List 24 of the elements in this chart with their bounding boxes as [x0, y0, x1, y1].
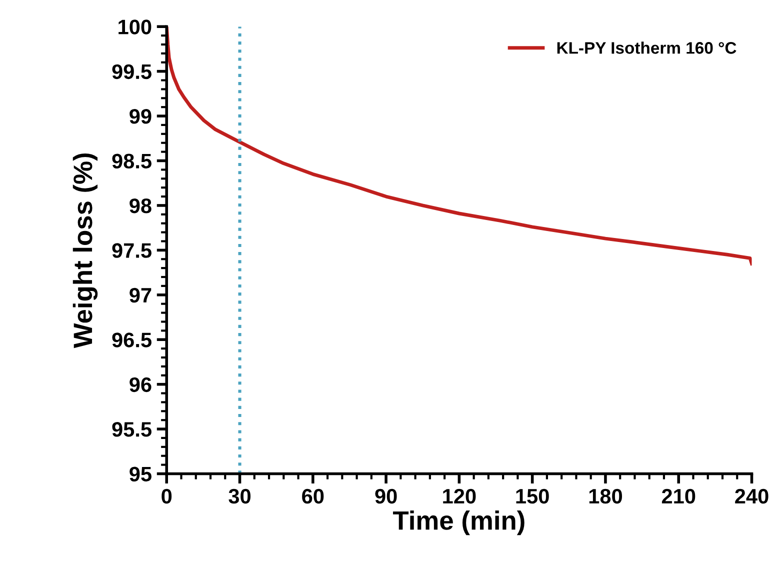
- y-tick-label: 98.5: [112, 154, 152, 168]
- y-tick-label: 95.5: [112, 422, 152, 437]
- x-tick-label: 120: [443, 488, 476, 504]
- x-tick-label: 60: [302, 488, 324, 504]
- y-tick-label: 97: [130, 288, 152, 303]
- y-tick-label: 96.5: [112, 332, 152, 348]
- x-tick-label: 180: [589, 488, 622, 504]
- y-tick-label: 95: [130, 466, 152, 482]
- y-tick-label: 100: [118, 20, 152, 34]
- x-tick-label: 30: [228, 488, 250, 504]
- y-axis-title: Weight loss (%): [72, 153, 98, 348]
- x-tick-label: 150: [516, 488, 549, 504]
- x-axis-title: Time (min): [393, 510, 524, 536]
- legend-label: KL-PY Isotherm 160 °C: [557, 42, 736, 54]
- y-tick-label: 99: [130, 109, 152, 124]
- x-tick-label: 90: [375, 488, 397, 504]
- y-tick-label: 97.5: [112, 243, 152, 258]
- x-tick-label: 240: [735, 488, 768, 504]
- y-tick-label: 99.5: [112, 64, 152, 80]
- line-series: [166, 26, 752, 266]
- y-tick-label: 96: [130, 377, 152, 392]
- x-tick-label: 0: [162, 488, 172, 504]
- y-tick-label: 98: [130, 198, 152, 214]
- x-tick-label: 210: [662, 488, 696, 504]
